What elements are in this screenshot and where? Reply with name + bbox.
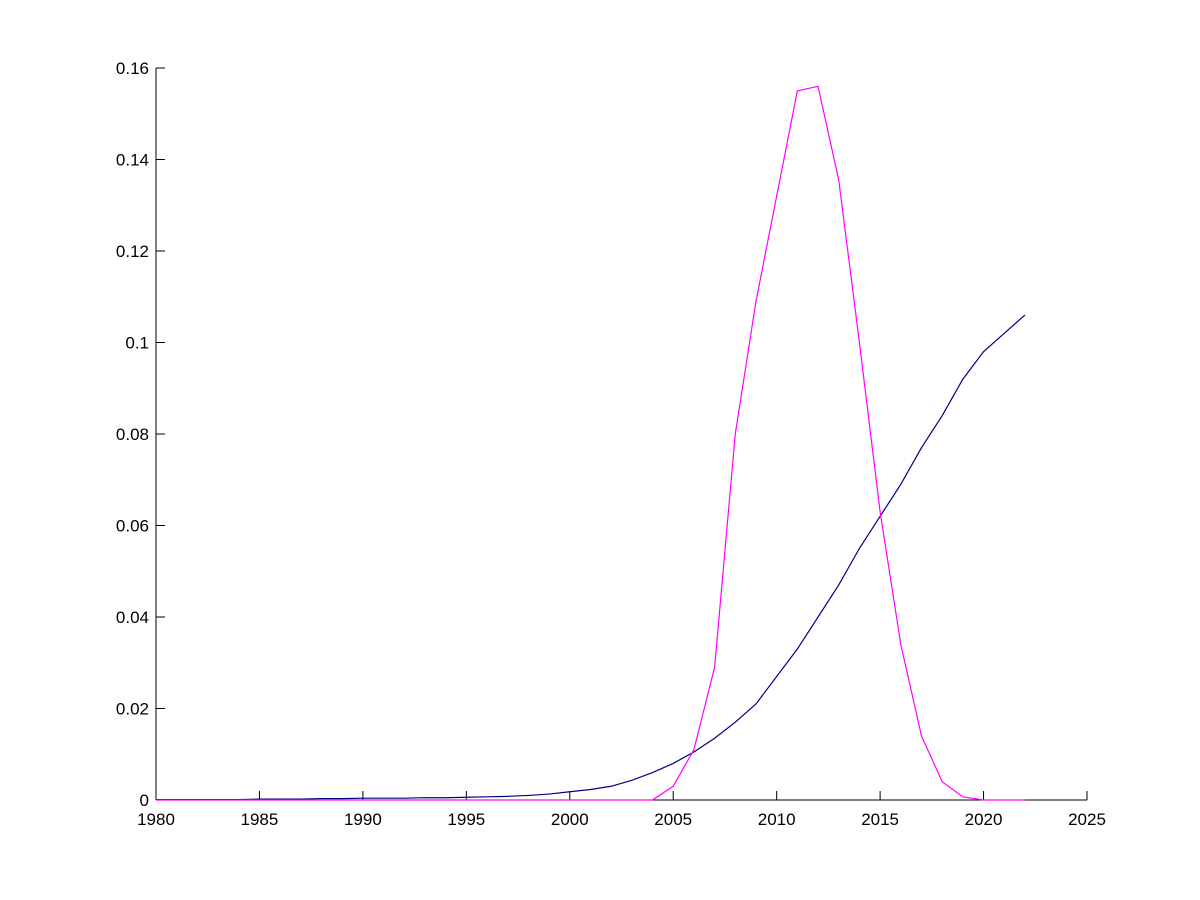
y-tick-label: 0.12 <box>116 242 149 261</box>
y-tick-label: 0.04 <box>116 608 149 627</box>
x-tick-label: 1985 <box>241 810 279 829</box>
y-tick-label: 0.08 <box>116 425 149 444</box>
y-tick-label: 0.06 <box>116 517 149 536</box>
y-tick-label: 0.16 <box>116 59 149 78</box>
x-tick-label: 2010 <box>758 810 796 829</box>
x-tick-label: 2000 <box>551 810 589 829</box>
y-tick-label: 0.02 <box>116 700 149 719</box>
x-tick-label: 2005 <box>654 810 692 829</box>
x-tick-label: 2020 <box>965 810 1003 829</box>
y-tick-label: 0 <box>140 791 149 810</box>
x-tick-label: 1990 <box>344 810 382 829</box>
x-tick-label: 1995 <box>447 810 485 829</box>
x-tick-label: 2015 <box>861 810 899 829</box>
y-tick-label: 0.14 <box>116 151 149 170</box>
x-tick-label: 1980 <box>137 810 175 829</box>
y-tick-label: 0.1 <box>125 334 149 353</box>
series-line <box>156 85 1025 801</box>
x-tick-label: 2025 <box>1068 810 1106 829</box>
series-line <box>156 314 1026 801</box>
